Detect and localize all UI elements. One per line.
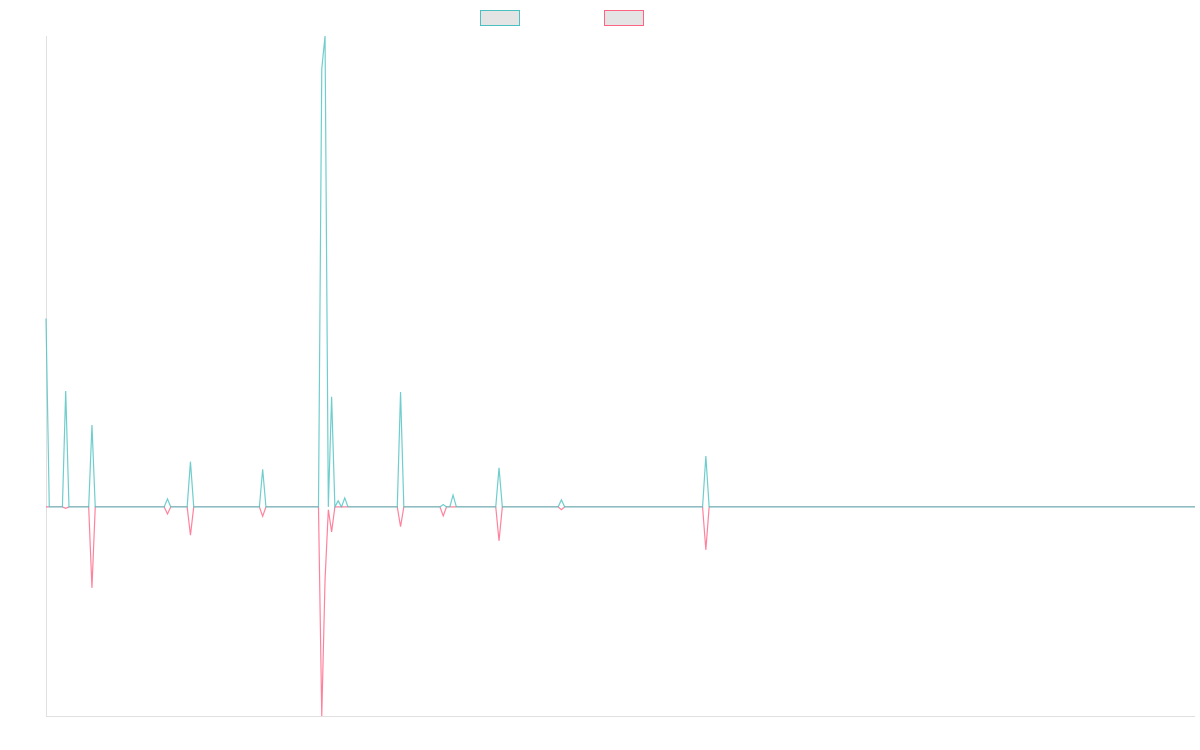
- legend-swatch-series-1[interactable]: [480, 10, 520, 26]
- legend-swatch-series-2[interactable]: [604, 10, 644, 26]
- series-line-1: [45, 35, 1195, 510]
- series-line-2: [46, 506, 1195, 717]
